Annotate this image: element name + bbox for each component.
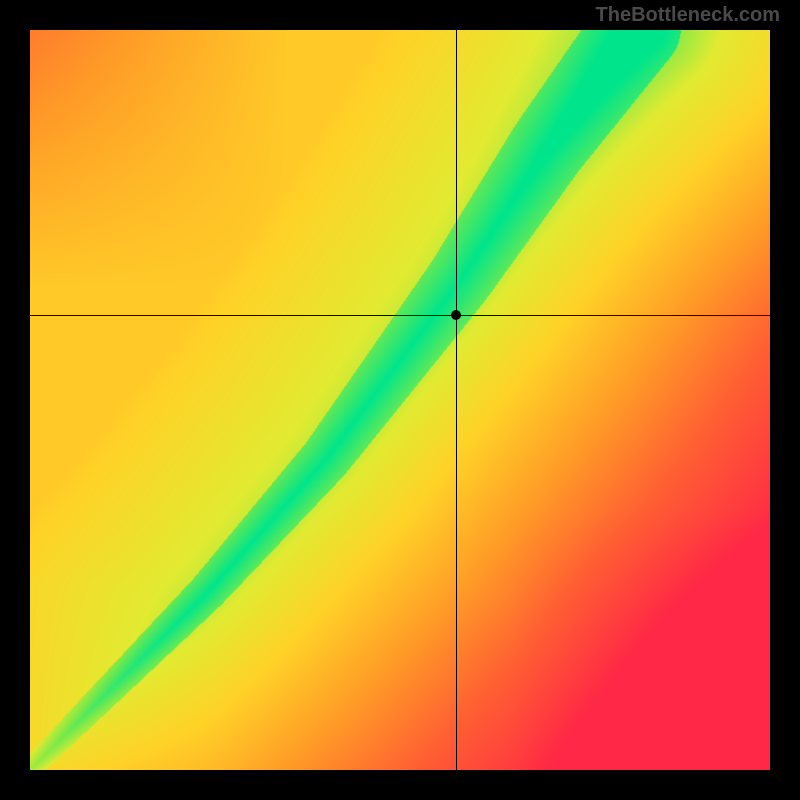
watermark-text: TheBottleneck.com bbox=[596, 4, 780, 27]
crosshair-marker bbox=[451, 310, 461, 320]
heatmap-plot bbox=[30, 30, 770, 770]
heatmap-canvas bbox=[30, 30, 770, 770]
crosshair-vertical bbox=[456, 30, 457, 770]
crosshair-horizontal bbox=[30, 315, 770, 316]
